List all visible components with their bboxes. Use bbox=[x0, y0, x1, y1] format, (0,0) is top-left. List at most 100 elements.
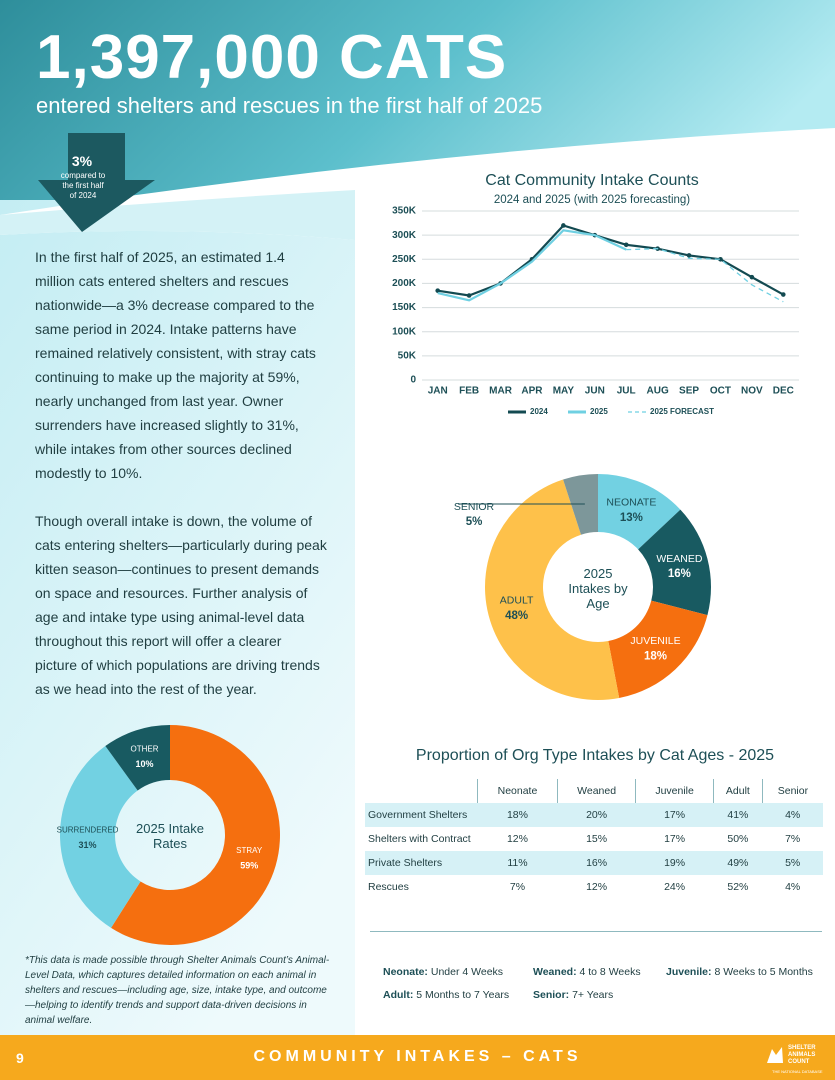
definition-term: Adult: bbox=[383, 989, 414, 1001]
x-tick-label: JUN bbox=[585, 386, 605, 397]
y-tick-label: 0 bbox=[410, 375, 416, 386]
logo-icon bbox=[767, 1047, 783, 1063]
table-title: Proportion of Org Type Intakes by Cat Ag… bbox=[415, 747, 775, 764]
row-label: Private Shelters bbox=[368, 857, 443, 869]
table-cell: 20% bbox=[586, 809, 608, 821]
table-cell: 11% bbox=[507, 857, 528, 869]
segment-label: STRAY bbox=[236, 846, 263, 855]
legend-label: 2024 bbox=[530, 407, 548, 416]
definition-text: 7+ Years bbox=[572, 989, 614, 1001]
definition-text: 5 Months to 7 Years bbox=[416, 989, 510, 1001]
x-tick-label: OCT bbox=[710, 386, 731, 397]
donut-segment bbox=[638, 509, 711, 616]
definition-text: 8 Weeks to 5 Months bbox=[714, 966, 813, 978]
point bbox=[718, 256, 723, 262]
donut-segment bbox=[485, 479, 620, 700]
value-label: 48% bbox=[505, 610, 528, 622]
y-tick-label: 350K bbox=[392, 206, 417, 217]
table-cell: 49% bbox=[727, 857, 749, 869]
rate-donut: STRAY 59% SURRENDERED 31% OTHER 10% bbox=[57, 725, 280, 945]
donut-segment bbox=[105, 725, 170, 791]
point bbox=[780, 292, 786, 297]
value-label: 10% bbox=[135, 759, 153, 769]
table-cell: 7% bbox=[785, 833, 801, 845]
table-cell: 19% bbox=[664, 857, 686, 869]
x-tick-label: SEP bbox=[679, 386, 699, 397]
y-tick-label: 250K bbox=[392, 254, 417, 265]
segment-label: ADULT bbox=[500, 595, 534, 607]
point bbox=[561, 223, 566, 228]
x-tick-label: NOV bbox=[741, 386, 763, 397]
x-tick-label: JAN bbox=[428, 386, 448, 397]
table-cell: 18% bbox=[506, 809, 528, 821]
table-row: Rescues 7% 12% 24% 52% 4% bbox=[365, 875, 823, 899]
y-tick-label: 200K bbox=[392, 278, 417, 289]
point bbox=[466, 293, 472, 298]
data-table: Neonate Weaned Juvenile Adult Senior Governme… bbox=[365, 779, 823, 899]
definition: Neonate: Under 4 Weeks bbox=[383, 966, 503, 978]
table-cell: 50% bbox=[727, 833, 749, 845]
table-cell: 4% bbox=[785, 881, 801, 893]
x-tick-label: DEC bbox=[773, 386, 794, 397]
row-label: Shelters with Contract bbox=[368, 833, 471, 845]
corner-cell bbox=[365, 779, 478, 803]
definition-term: Juvenile: bbox=[666, 966, 712, 978]
line-chart: Cat Community Intake Counts 2024 and 202… bbox=[392, 172, 799, 416]
line-series bbox=[437, 224, 784, 297]
callout-value: 3% bbox=[71, 153, 93, 169]
point bbox=[749, 274, 755, 280]
footer: 9 COMMUNITY INTAKES – CATS SHELTER ANIMA… bbox=[0, 1035, 835, 1080]
definition: Adult: 5 Months to 7 Years bbox=[383, 989, 509, 1001]
table-cell: 12% bbox=[586, 881, 608, 893]
donut-segment bbox=[598, 474, 681, 550]
table-cell: 41% bbox=[727, 809, 749, 821]
table-row: Shelters with Contract 12% 15% 17% 50% 7% bbox=[365, 827, 823, 851]
y-tick-label: 300K bbox=[392, 230, 417, 241]
donut-segment bbox=[111, 725, 280, 945]
column-header: Juvenile bbox=[635, 779, 714, 803]
column-header: Adult bbox=[712, 779, 763, 803]
legend-label: 2025 FORECAST bbox=[650, 407, 714, 416]
definition-term: Neonate: bbox=[383, 966, 428, 978]
logo-tagline: THE NATIONAL DATABASE bbox=[772, 1069, 823, 1074]
footnote: *This data is made possible through Shel… bbox=[25, 955, 330, 1026]
value-label: 18% bbox=[644, 650, 667, 662]
table-row: Private Shelters 11% 16% 19% 49% 5% bbox=[365, 851, 823, 875]
segment-label: WEANED bbox=[656, 553, 703, 565]
y-tick-label: 150K bbox=[392, 302, 417, 313]
footer-title: COMMUNITY INTAKES – CATS bbox=[253, 1048, 582, 1065]
definition: Weaned: 4 to 8 Weeks bbox=[533, 966, 641, 978]
point bbox=[435, 288, 441, 293]
body-text: In the first half of 2025, an estimated … bbox=[35, 245, 327, 725]
segment-label: SENIOR bbox=[454, 501, 495, 513]
x-tick-label: APR bbox=[521, 386, 543, 397]
column-header: Weaned bbox=[556, 779, 636, 803]
definition: Senior: 7+ Years bbox=[533, 989, 613, 1001]
x-tick-label: MAR bbox=[489, 386, 513, 397]
column-header: Senior bbox=[761, 779, 823, 803]
line-series bbox=[437, 229, 627, 302]
segment-label: OTHER bbox=[131, 745, 159, 754]
point bbox=[623, 242, 629, 248]
page-title: 1,397,000 CATS bbox=[36, 23, 508, 92]
table-cell: 52% bbox=[727, 881, 749, 893]
value-label: 13% bbox=[620, 512, 643, 524]
table-cell: 17% bbox=[664, 809, 686, 821]
table-cell: 5% bbox=[785, 857, 801, 869]
definition-text: Under 4 Weeks bbox=[430, 966, 504, 978]
age-donut: NEONATE 13% WEANED 16% JUVENILE 18% ADULT 48% SE… bbox=[454, 474, 711, 700]
page-subtitle: entered shelters and rescues in the firs… bbox=[36, 93, 543, 118]
legend-label: 2025 bbox=[590, 407, 608, 416]
value-label: 59% bbox=[240, 860, 258, 870]
x-tick-label: AUG bbox=[647, 386, 669, 397]
table-cell: 15% bbox=[586, 833, 608, 845]
logo-text: SHELTER ANIMALS COUNT bbox=[788, 1045, 816, 1065]
y-tick-label: 50K bbox=[398, 350, 417, 361]
donut-segment bbox=[608, 600, 708, 698]
definition-term: Weaned: bbox=[533, 966, 577, 978]
segment-label: SURRENDERED bbox=[57, 826, 119, 835]
table-cell: 24% bbox=[664, 881, 686, 893]
table-cell: 17% bbox=[664, 833, 686, 845]
callout-text: compared to the first half of 2024 bbox=[60, 171, 106, 200]
